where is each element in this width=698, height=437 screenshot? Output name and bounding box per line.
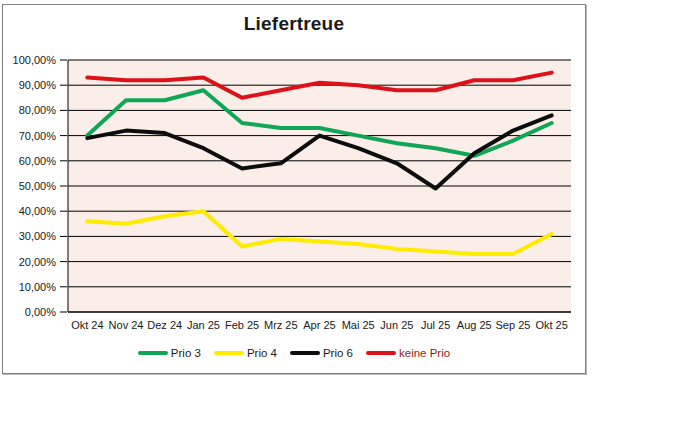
x-axis-label: Mrz 25 [264,319,298,331]
legend-label-keine-prio: keine Prio [399,347,450,359]
x-axis-label: Mai 25 [342,319,375,331]
x-axis-label: Dez 24 [147,319,182,331]
legend-swatch-prio-3 [138,351,168,355]
legend-item-prio-4: Prio 4 [214,347,277,359]
x-axis-label: Aug 25 [457,319,492,331]
x-axis-label: Jan 25 [187,319,220,331]
y-axis-label: 0,00% [25,306,56,318]
legend-swatch-prio-6 [290,351,320,355]
x-axis-label: Nov 24 [109,319,144,331]
legend-swatch-prio-4 [214,351,244,355]
y-axis-label: 20,00% [19,256,57,268]
line-chart-svg: 0,00% 10,00% 20,00% 30,00% 40,00% 50,00% 60,00… [3,5,585,373]
y-axis-label: 70,00% [19,130,57,142]
legend-swatch-keine-prio [366,351,396,355]
y-axis-label: 30,00% [19,230,57,242]
y-axis-label: 10,00% [19,281,57,293]
y-axis-label: 60,00% [19,155,57,167]
legend-label-prio-3: Prio 3 [171,347,201,359]
y-axis-label: 90,00% [19,79,57,91]
chart-frame[interactable]: 0,00% 10,00% 20,00% 30,00% 40,00% 50,00% 60,00… [2,4,586,374]
x-axis-label: Okt 25 [535,319,567,331]
legend-item-keine-prio: keine Prio [366,347,450,359]
legend-item-prio-6: Prio 6 [290,347,353,359]
x-axis-label: Feb 25 [225,319,259,331]
x-axis-label: Okt 24 [71,319,103,331]
legend: Prio 3 Prio 4 Prio 6 keine Prio [3,347,585,359]
x-axis-label: Apr 25 [303,319,335,331]
legend-label-prio-4: Prio 4 [247,347,277,359]
y-axis-label: 80,00% [19,104,57,116]
legend-label-prio-6: Prio 6 [323,347,353,359]
y-axis-label: 50,00% [19,180,57,192]
legend-item-prio-3: Prio 3 [138,347,201,359]
y-axis-label: 40,00% [19,205,57,217]
x-axis-label: Jul 25 [421,319,450,331]
y-axis-label: 100,00% [13,54,57,66]
x-axis-label: Sep 25 [496,319,531,331]
excel-canvas: 0,00% 10,00% 20,00% 30,00% 40,00% 50,00% 60,00… [0,0,698,437]
chart-title: Liefertreue [3,13,585,35]
x-axis-label: Jun 25 [380,319,413,331]
